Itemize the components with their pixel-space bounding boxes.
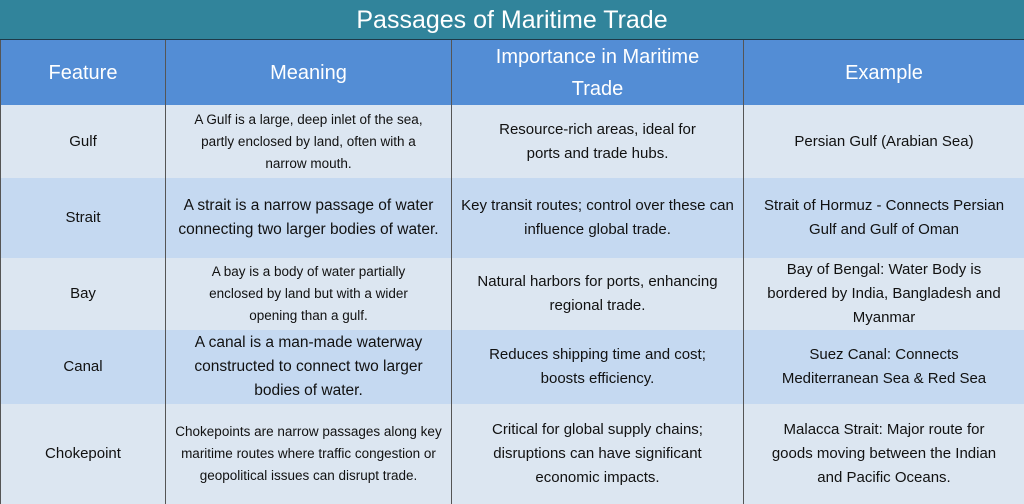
feature-cell: Strait <box>1 178 166 258</box>
feature-cell: Chokepoint <box>1 404 166 504</box>
header-feature: Feature <box>1 40 166 105</box>
meaning-cell: A bay is a body of water partially enclo… <box>166 258 452 330</box>
table-title: Passages of Maritime Trade <box>0 0 1024 40</box>
table-row: Gulf A Gulf is a large, deep inlet of th… <box>1 105 1024 178</box>
example-cell: Persian Gulf (Arabian Sea) <box>744 105 1024 178</box>
table-row: Canal A canal is a man-made waterway con… <box>1 330 1024 404</box>
table-row: Chokepoint Chokepoints are narrow passag… <box>1 404 1024 504</box>
meaning-cell: A canal is a man-made waterway construct… <box>166 330 452 404</box>
example-cell: Suez Canal: Connects Mediterranean Sea &… <box>744 330 1024 404</box>
feature-cell: Gulf <box>1 105 166 178</box>
importance-cell: Critical for global supply chains; disru… <box>452 404 744 504</box>
maritime-trade-table: Feature Meaning Importance in Maritime T… <box>0 40 1024 504</box>
feature-cell: Bay <box>1 258 166 330</box>
meaning-cell: A strait is a narrow passage of water co… <box>166 178 452 258</box>
feature-cell: Canal <box>1 330 166 404</box>
example-cell: Strait of Hormuz - Connects Persian Gulf… <box>744 178 1024 258</box>
header-row: Feature Meaning Importance in Maritime T… <box>1 40 1024 105</box>
header-meaning: Meaning <box>166 40 452 105</box>
table-row: Bay A bay is a body of water partially e… <box>1 258 1024 330</box>
importance-cell: Reduces shipping time and cost; boosts e… <box>452 330 744 404</box>
meaning-cell: Chokepoints are narrow passages along ke… <box>166 404 452 504</box>
importance-cell: Natural harbors for ports, enhancing reg… <box>452 258 744 330</box>
example-cell: Malacca Strait: Major route for goods mo… <box>744 404 1024 504</box>
header-example: Example <box>744 40 1024 105</box>
meaning-cell: A Gulf is a large, deep inlet of the sea… <box>166 105 452 178</box>
importance-cell: Key transit routes; control over these c… <box>452 178 744 258</box>
importance-cell: Resource-rich areas, ideal for ports and… <box>452 105 744 178</box>
table-row: Strait A strait is a narrow passage of w… <box>1 178 1024 258</box>
header-importance: Importance in Maritime Trade <box>452 40 744 105</box>
example-cell: Bay of Bengal: Water Body is bordered by… <box>744 258 1024 330</box>
